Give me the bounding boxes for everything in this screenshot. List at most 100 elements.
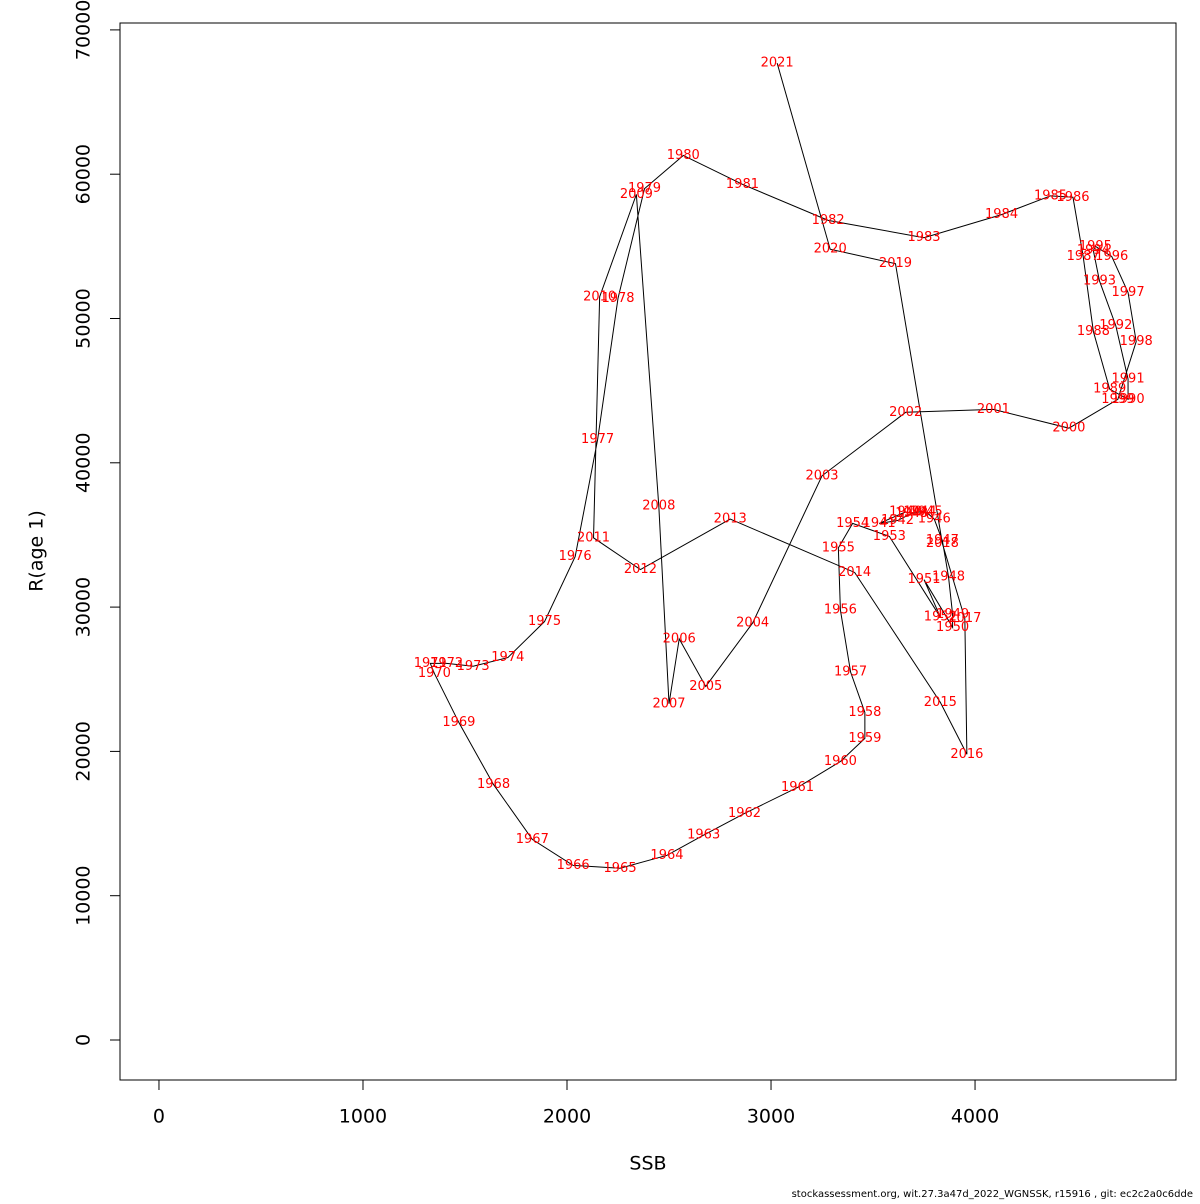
year-label: 1969 [442, 715, 475, 730]
year-label: 1981 [726, 177, 759, 192]
y-tick-label: 40000 [73, 433, 95, 493]
year-label: 1963 [687, 828, 720, 843]
year-label: 1997 [1112, 285, 1145, 300]
year-label: 2017 [948, 611, 981, 626]
year-label: 1972 [430, 656, 463, 671]
x-tick-label: 1000 [339, 1106, 387, 1128]
year-label: 2008 [642, 499, 675, 514]
x-axis-label: SSB [629, 1153, 666, 1175]
year-label: 1949 [936, 607, 969, 622]
year-label: 2000 [1052, 421, 1085, 436]
year-label: 1962 [728, 806, 761, 821]
year-label: 1995 [1079, 239, 1112, 254]
y-tick-label: 10000 [73, 865, 95, 925]
year-label: 1950 [936, 620, 969, 635]
year-label: 1974 [491, 650, 524, 665]
year-label: 1955 [822, 540, 855, 555]
year-label: 1966 [557, 858, 590, 873]
year-label: 2012 [624, 562, 657, 577]
year-label: 2003 [805, 468, 838, 483]
year-label: 1960 [824, 754, 857, 769]
year-label: 1979 [628, 181, 661, 196]
year-label: 2015 [924, 695, 957, 710]
trajectory-line [429, 62, 1137, 869]
y-axis-label: R(age 1) [26, 510, 48, 592]
year-label: 2016 [950, 747, 983, 762]
year-label: 1991 [1112, 372, 1145, 387]
year-label: 2005 [689, 679, 722, 694]
year-label: 2002 [889, 405, 922, 420]
year-label: 1978 [601, 291, 634, 306]
year-label: 1976 [559, 549, 592, 564]
year-label: 1999 [1101, 392, 1134, 407]
year-label: 1943 [895, 506, 928, 521]
year-label: 2011 [577, 530, 610, 545]
year-label: 2007 [652, 696, 685, 711]
year-label: 1952 [924, 610, 957, 625]
year-label: 1942 [881, 513, 914, 528]
year-label: 1944 [903, 504, 936, 519]
year-label: 1956 [824, 602, 857, 617]
year-label: 1983 [907, 230, 940, 245]
year-label: 2004 [736, 615, 769, 630]
year-label: 1958 [848, 705, 881, 720]
year-label: 2018 [926, 536, 959, 551]
y-tick-label: 60000 [73, 144, 95, 204]
x-tick-label: 2000 [543, 1106, 591, 1128]
year-label: 1990 [1112, 392, 1145, 407]
year-label: 1953 [873, 529, 906, 544]
year-label: 1977 [581, 432, 614, 447]
year-label: 1992 [1099, 318, 1132, 333]
year-label: 1994 [1077, 243, 1110, 258]
year-label: 1980 [667, 148, 700, 163]
y-tick-label: 70000 [73, 0, 95, 60]
year-label: 1988 [1077, 324, 1110, 339]
year-label: 1973 [457, 659, 490, 674]
year-label: 1985 [1034, 188, 1067, 203]
year-label: 1998 [1120, 334, 1153, 349]
year-label: 1996 [1095, 249, 1128, 264]
year-label: 1975 [528, 614, 561, 629]
year-label: 1940 [889, 504, 922, 519]
year-label: 1968 [477, 777, 510, 792]
x-tick-label: 4000 [951, 1106, 999, 1128]
year-label: 1948 [932, 569, 965, 584]
year-label: 1967 [516, 832, 549, 847]
year-label: 1959 [848, 731, 881, 746]
year-label: 1946 [918, 512, 951, 527]
year-label: 2009 [620, 187, 653, 202]
year-label: 1954 [836, 516, 869, 531]
footer: stockassessment.org, wit.27.3a47d_2022_W… [792, 1189, 1193, 1200]
y-tick-label: 20000 [73, 721, 95, 781]
year-label: 1993 [1083, 273, 1116, 288]
year-label: 2010 [583, 289, 616, 304]
year-label: 2021 [761, 56, 794, 71]
year-label: 2006 [663, 631, 696, 646]
y-tick-label: 30000 [73, 577, 95, 637]
year-label: 1986 [1056, 190, 1089, 205]
x-tick-label: 3000 [747, 1106, 795, 1128]
year-label: 1961 [781, 780, 814, 795]
y-tick-label: 50000 [73, 288, 95, 348]
x-tick-label: 0 [153, 1106, 165, 1128]
year-label: 1971 [414, 656, 447, 671]
year-label: 1964 [650, 848, 683, 863]
year-label: 1987 [1067, 249, 1100, 264]
year-label: 1984 [985, 207, 1018, 222]
y-tick-label: 0 [73, 1034, 95, 1046]
year-label: 1965 [604, 861, 637, 876]
year-label: 1970 [418, 666, 451, 681]
year-label: 1989 [1093, 382, 1126, 397]
year-label: 2013 [714, 512, 747, 527]
year-label: 2001 [977, 402, 1010, 417]
year-label: 1945 [910, 504, 943, 519]
year-label: 1957 [834, 665, 867, 680]
year-label: 2019 [879, 256, 912, 271]
year-label: 1947 [926, 533, 959, 548]
year-label: 2014 [838, 565, 871, 580]
year-label: 2020 [814, 242, 847, 257]
year-label: 1982 [812, 213, 845, 228]
year-label: 1951 [907, 572, 940, 587]
year-label: 1941 [863, 516, 896, 531]
